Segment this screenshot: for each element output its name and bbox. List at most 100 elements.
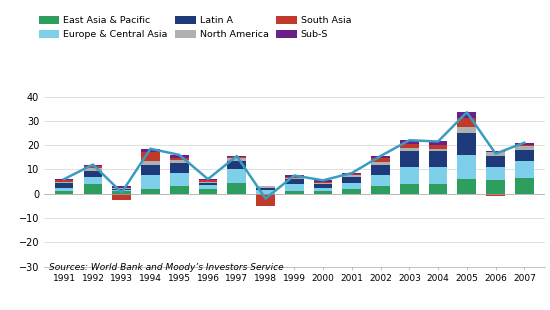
Bar	[112, 186, 131, 188]
Bar	[371, 156, 390, 158]
Bar	[343, 183, 361, 189]
Bar	[458, 112, 476, 118]
Bar	[458, 133, 476, 155]
Bar	[112, 189, 131, 190]
Bar	[84, 168, 102, 170]
Bar	[141, 175, 160, 189]
Bar	[400, 151, 419, 167]
Bar	[486, 151, 505, 153]
Bar	[170, 163, 189, 173]
Bar	[458, 179, 476, 194]
Bar	[199, 180, 217, 182]
Bar	[458, 118, 476, 127]
Bar	[170, 186, 189, 194]
Bar	[170, 173, 189, 186]
Bar	[170, 160, 189, 163]
Bar	[285, 177, 304, 178]
Bar	[371, 165, 390, 175]
Bar	[199, 182, 217, 183]
Bar	[314, 188, 332, 191]
Bar	[55, 179, 74, 180]
Bar	[55, 183, 74, 188]
Bar	[112, 188, 131, 189]
Bar	[314, 182, 332, 183]
Bar	[227, 183, 246, 194]
Bar	[515, 146, 534, 150]
Bar	[428, 184, 447, 194]
Bar	[343, 189, 361, 194]
Bar	[285, 184, 304, 191]
Bar	[141, 149, 160, 153]
Bar	[84, 165, 102, 166]
Bar	[256, 188, 275, 190]
Bar	[515, 143, 534, 145]
Legend: East Asia & Pacific, Europe & Central Asia, Latin A, North America, South Asia, : East Asia & Pacific, Europe & Central As…	[39, 16, 351, 39]
Bar	[141, 161, 160, 165]
Bar	[486, 153, 505, 156]
Bar	[400, 144, 419, 148]
Bar	[256, 186, 275, 188]
Bar	[256, 194, 275, 206]
Bar	[371, 158, 390, 162]
Bar	[199, 185, 217, 189]
Bar	[55, 182, 74, 183]
Bar	[515, 145, 534, 146]
Bar	[199, 179, 217, 180]
Bar	[428, 167, 447, 184]
Bar	[458, 127, 476, 133]
Text: Sources: World Bank and Moody’s Investors Service: Sources: World Bank and Moody’s Investor…	[49, 263, 284, 272]
Bar	[227, 158, 246, 161]
Bar	[285, 178, 304, 179]
Bar	[371, 175, 390, 186]
Bar	[227, 156, 246, 157]
Bar	[515, 150, 534, 161]
Bar	[285, 175, 304, 177]
Bar	[84, 184, 102, 194]
Bar	[458, 155, 476, 179]
Bar	[515, 161, 534, 178]
Bar	[227, 161, 246, 169]
Bar	[428, 149, 447, 151]
Bar	[371, 162, 390, 165]
Bar	[343, 175, 361, 177]
Bar	[141, 153, 160, 161]
Bar	[285, 179, 304, 184]
Bar	[285, 191, 304, 194]
Bar	[112, 194, 131, 200]
Bar	[314, 183, 332, 184]
Bar	[55, 191, 74, 194]
Bar	[84, 170, 102, 177]
Bar	[199, 189, 217, 194]
Bar	[428, 145, 447, 149]
Bar	[55, 188, 74, 191]
Bar	[428, 151, 447, 167]
Bar	[314, 191, 332, 194]
Bar	[486, 194, 505, 196]
Bar	[486, 180, 505, 194]
Bar	[227, 157, 246, 158]
Bar	[170, 158, 189, 160]
Bar	[112, 190, 131, 191]
Bar	[343, 174, 361, 175]
Bar	[371, 186, 390, 194]
Bar	[400, 184, 419, 194]
Bar	[199, 183, 217, 185]
Bar	[141, 189, 160, 194]
Bar	[400, 167, 419, 184]
Bar	[343, 173, 361, 174]
Bar	[256, 190, 275, 194]
Bar	[227, 169, 246, 183]
Bar	[314, 180, 332, 182]
Bar	[55, 180, 74, 182]
Bar	[515, 178, 534, 194]
Bar	[170, 155, 189, 158]
Bar	[400, 140, 419, 144]
Bar	[141, 165, 160, 175]
Bar	[314, 184, 332, 188]
Bar	[112, 191, 131, 194]
Bar	[486, 167, 505, 180]
Bar	[486, 156, 505, 167]
Bar	[343, 177, 361, 183]
Bar	[84, 166, 102, 168]
Bar	[84, 177, 102, 184]
